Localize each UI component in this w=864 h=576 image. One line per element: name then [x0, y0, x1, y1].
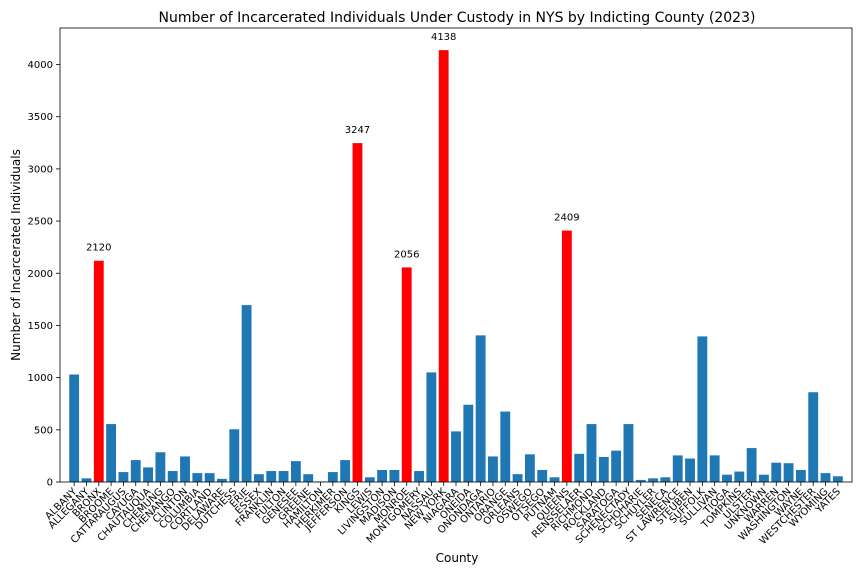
bar-ontario	[488, 456, 498, 482]
bar-clinton	[180, 456, 190, 482]
bar-orange	[500, 411, 511, 482]
bar-westchester	[808, 392, 819, 482]
bar-cayuga	[130, 460, 141, 482]
bar-franklin	[266, 471, 277, 482]
bar-unknown	[759, 474, 769, 482]
bar-putnam	[549, 477, 560, 482]
bar-dutchess	[229, 429, 240, 482]
bar-nassau	[426, 372, 437, 482]
bar-monroe	[401, 267, 412, 482]
bar-wyoming	[820, 473, 831, 482]
bar-steuben	[685, 458, 695, 482]
bar-schenectady	[623, 424, 634, 482]
bar-chautauqua	[143, 467, 153, 482]
bar-wayne	[795, 469, 806, 482]
bar-montgomery	[414, 471, 424, 482]
y-tick-label: 1000	[28, 373, 53, 384]
bar-greene	[303, 474, 314, 482]
bar-fulton	[278, 471, 289, 482]
bar-tompkins	[734, 471, 745, 482]
y-tick-label: 3000	[28, 164, 53, 175]
y-tick-label: 0	[47, 478, 53, 489]
bar-herkimer	[327, 472, 338, 482]
bar-allegany	[81, 478, 92, 482]
y-axis: 0 500 1000 1500 2000 2500 3000 3500 4000	[28, 60, 60, 489]
bar-rensselaer	[574, 453, 585, 482]
y-tick-label: 2000	[28, 269, 53, 280]
bar-oswego	[524, 454, 535, 482]
y-tick-label: 3500	[28, 112, 53, 123]
bar-st-lawrence	[672, 455, 683, 482]
bar-suffolk	[697, 336, 708, 482]
bar-ulster	[746, 448, 757, 482]
data-label-monroe: 2056	[394, 249, 419, 260]
plot-frame	[59, 27, 853, 483]
bar-schuyler	[648, 478, 659, 482]
bar-seneca	[660, 477, 671, 482]
y-tick-label: 4000	[28, 60, 53, 71]
bar-richmond	[586, 424, 597, 482]
bar-madison	[389, 469, 400, 482]
chart-title: Number of Incarcerated Individuals Under…	[159, 10, 756, 26]
bar-chemung	[155, 452, 166, 482]
bar-erie	[241, 305, 252, 482]
bar-new-york	[438, 50, 449, 482]
bar-schoharie	[635, 479, 646, 482]
y-tick-label: 1500	[28, 321, 53, 332]
bar-columbia	[192, 473, 203, 482]
bar-warren	[771, 462, 782, 482]
bar-cattaraugus	[118, 472, 129, 482]
bar-tioga	[722, 474, 732, 482]
bar-otsego	[537, 469, 548, 482]
bar-lewis	[364, 477, 375, 482]
bar-bronx	[93, 260, 104, 482]
bar-onondaga	[475, 335, 486, 482]
data-label-bronx: 2120	[86, 243, 111, 254]
bar-cortland	[204, 473, 215, 482]
bar-jefferson	[340, 460, 351, 482]
bar-saratoga	[611, 450, 622, 482]
bar-niagara	[451, 431, 461, 482]
bar-queens	[561, 230, 572, 482]
y-tick-label: 500	[34, 425, 53, 436]
y-tick-label: 2500	[28, 217, 53, 228]
data-label-new-york: 4138	[431, 32, 456, 43]
data-label-kings: 3247	[345, 125, 370, 136]
data-label-queens: 2409	[554, 213, 579, 224]
bar-genesee	[290, 461, 301, 482]
bar-orleans	[512, 474, 523, 482]
bar-washington	[783, 463, 794, 482]
y-axis-label: Number of Incarcerated Individuals	[9, 149, 23, 361]
data-labels-group: 2120 3247 2056 4138 2409	[86, 32, 580, 260]
bar-albany	[69, 374, 80, 482]
bar-yates	[832, 476, 843, 482]
x-axis-label: County	[436, 551, 479, 565]
bars-group	[69, 50, 843, 482]
bar-livingston	[377, 469, 388, 482]
bar-oneida	[463, 404, 474, 482]
bar-essex	[253, 474, 264, 482]
bar-rockland	[598, 456, 609, 482]
bar-broome	[106, 424, 117, 482]
bar-sullivan	[709, 455, 720, 482]
bar-chenango	[167, 471, 178, 482]
bar-kings	[352, 143, 363, 482]
bar-delaware	[217, 478, 227, 482]
